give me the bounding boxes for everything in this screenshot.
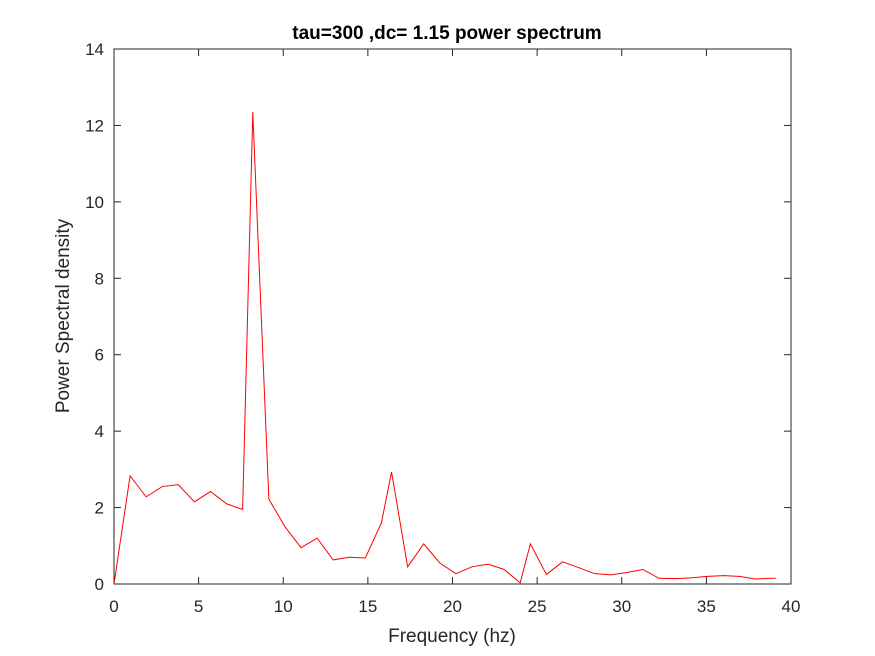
- data-point: [626, 572, 627, 573]
- x-tick-label: 40: [782, 597, 801, 616]
- y-tick-label: 2: [95, 499, 104, 518]
- data-point: [252, 112, 253, 113]
- x-tick-label: 25: [528, 597, 547, 616]
- data-point: [439, 562, 440, 563]
- data-point: [562, 561, 563, 562]
- data-point: [210, 491, 211, 492]
- y-tick-label: 6: [95, 346, 104, 365]
- x-tick-label: 30: [612, 597, 631, 616]
- data-point: [391, 472, 392, 473]
- data-point: [455, 573, 456, 574]
- y-axis-title: Power Spectral density: [53, 218, 74, 413]
- data-point: [546, 574, 547, 575]
- data-point: [381, 522, 382, 523]
- data-point: [226, 503, 227, 504]
- data-point: [488, 564, 489, 565]
- ticks-layer: [113, 48, 792, 585]
- data-point: [301, 547, 302, 548]
- tick-labels-layer: 0 5 10 15 20 25 30 35 40 0 2 4 6 8 10 12 14: [85, 40, 800, 616]
- data-point: [471, 566, 472, 567]
- data-point: [333, 559, 334, 560]
- data-point: [407, 566, 408, 567]
- data-point: [610, 574, 611, 575]
- data-point: [594, 573, 595, 574]
- plot-area: [113, 48, 792, 585]
- data-point: [707, 576, 708, 577]
- data-point: [268, 499, 269, 500]
- data-point: [771, 578, 772, 579]
- data-point: [675, 578, 676, 579]
- data-point: [658, 578, 659, 579]
- x-tick-label: 5: [194, 597, 203, 616]
- x-tick-label: 15: [358, 597, 377, 616]
- x-tick-label: 20: [443, 597, 462, 616]
- y-tick-label: 4: [95, 422, 104, 441]
- data-point: [739, 576, 740, 577]
- x-axis-title: Frequency (hz): [388, 626, 516, 647]
- data-point: [423, 543, 424, 544]
- data-point: [162, 486, 163, 487]
- data-point: [178, 484, 179, 485]
- data-point: [130, 475, 131, 476]
- data-point: [317, 538, 318, 539]
- data-point: [530, 543, 531, 544]
- series-line-power-spectrum: [113, 112, 776, 585]
- data-point: [146, 496, 147, 497]
- data-point: [642, 569, 643, 570]
- data-point: [284, 526, 285, 527]
- y-tick-label: 10: [85, 193, 104, 212]
- data-point: [242, 509, 243, 510]
- y-tick-label: 0: [95, 575, 104, 594]
- data-point: [520, 582, 521, 583]
- chart-title: tau=300 ,dc= 1.15 power spectrum: [292, 23, 601, 44]
- y-tick-label: 8: [95, 269, 104, 288]
- data-point: [578, 567, 579, 568]
- data-point: [691, 577, 692, 578]
- data-point: [723, 575, 724, 576]
- x-tick-label: 35: [697, 597, 716, 616]
- data-point: [504, 569, 505, 570]
- data-point: [365, 558, 366, 559]
- data-point: [194, 501, 195, 502]
- series-layer: [113, 112, 776, 585]
- y-tick-label: 12: [85, 116, 104, 135]
- data-point: [775, 578, 776, 579]
- x-tick-label: 10: [274, 597, 293, 616]
- x-tick-label: 0: [109, 597, 118, 616]
- data-point: [755, 579, 756, 580]
- data-point: [114, 584, 115, 585]
- data-point: [349, 557, 350, 558]
- y-tick-label: 14: [85, 40, 104, 59]
